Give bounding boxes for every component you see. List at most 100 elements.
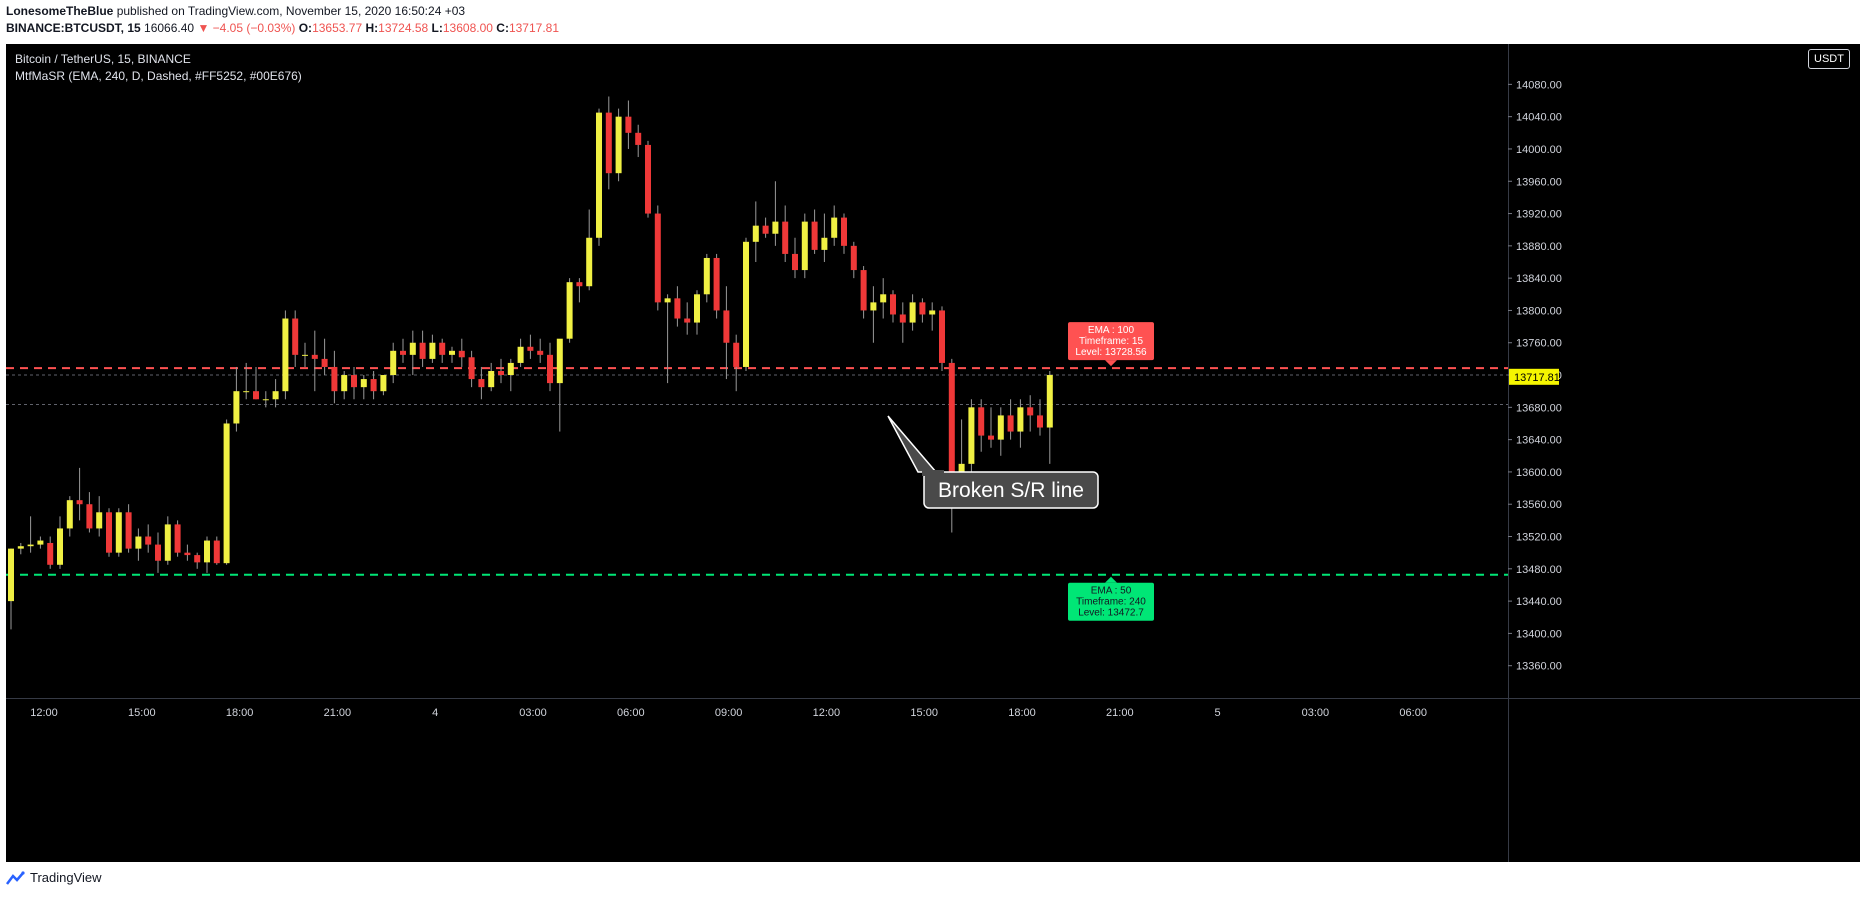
candle-body (380, 375, 387, 392)
candle-body (939, 310, 945, 363)
candle-body (370, 379, 377, 392)
candle-body (654, 213, 661, 303)
price-tick-label: 13960.00 (1516, 176, 1562, 188)
publish-info: LonesomeTheBlue published on TradingView… (6, 4, 465, 18)
chart-pane[interactable]: 13360.00 13400.00 13440.00 13480.00 13520.00… (6, 44, 1860, 862)
time-tick-label: 21:00 (324, 707, 352, 719)
candle-body (155, 544, 161, 561)
candle-body (449, 350, 455, 355)
ema-label-text: Timeframe: 15 (1079, 336, 1144, 347)
callout-box (923, 471, 1099, 509)
time-tick-label: 21:00 (1106, 707, 1134, 719)
candle-body (488, 371, 495, 388)
ohlc-line: BINANCE:BTCUSDT, 15 16066.40 ▼ −4.05 (−0… (6, 21, 559, 35)
callout-join (922, 470, 944, 476)
indicator-legend[interactable]: MtfMaSR (EMA, 240, D, Dashed, #FF5252, #… (15, 69, 302, 83)
candlestick-chart[interactable]: 13360.00 13400.00 13440.00 13480.00 13520.00… (6, 44, 1860, 862)
candle-body (811, 221, 818, 250)
candle-body (645, 144, 651, 214)
price-tick-label: 13600.00 (1516, 467, 1562, 479)
author-name[interactable]: LonesomeTheBlue (6, 4, 114, 18)
candle-body (57, 528, 63, 565)
candle-body (478, 379, 485, 388)
ema-label-text: EMA : 50 (1091, 586, 1132, 597)
close-label: C: (496, 21, 509, 35)
candle-body (850, 245, 857, 271)
time-tick-label: 06:00 (1399, 707, 1427, 719)
ema-label-text: Timeframe: 240 (1076, 597, 1146, 608)
candle-body (547, 354, 553, 384)
price-tick-label: 14080.00 (1516, 79, 1562, 91)
candle-body (537, 350, 544, 355)
candle-body (635, 132, 642, 145)
candle-body (782, 221, 789, 254)
time-tick-label: 12:00 (30, 707, 58, 719)
candle-body (204, 540, 210, 563)
candle-body (733, 342, 740, 367)
candle-body (831, 217, 838, 238)
candle-body (997, 415, 1004, 440)
candle-body (694, 294, 700, 323)
candle-body (8, 548, 14, 602)
candle-body (194, 555, 201, 563)
candle-body (213, 540, 220, 564)
last-price-badge (1509, 368, 1559, 385)
candle-body (1037, 415, 1043, 428)
ema-label-pointer (1105, 360, 1117, 367)
candle-body (860, 270, 867, 311)
candle-body (792, 253, 798, 271)
time-tick-label: 18:00 (226, 707, 254, 719)
price-tick-label: 14000.00 (1516, 144, 1562, 156)
candle-body (272, 391, 279, 400)
candle-body (223, 423, 230, 564)
candle-body (919, 302, 926, 315)
candle-body (351, 375, 357, 388)
candle-body (27, 544, 34, 547)
candle-body (978, 407, 985, 436)
time-tick-label: 12:00 (813, 707, 841, 719)
publish-text: published on TradingView.com, November 1… (116, 4, 466, 18)
candle-body (664, 298, 671, 303)
symbol-label: BINANCE:BTCUSDT, 15 (6, 21, 141, 35)
price-tick-label: 13480.00 (1516, 564, 1562, 576)
ema-label-text: EMA : 100 (1088, 325, 1135, 336)
candle-body (164, 524, 171, 561)
candle-body (17, 546, 24, 549)
time-tick-label: 03:00 (519, 707, 547, 719)
candle-body (360, 379, 367, 388)
price-tick-label: 13880.00 (1516, 241, 1562, 253)
candle-body (302, 354, 308, 356)
currency-button[interactable]: USDT (1808, 49, 1850, 69)
candle-body (674, 298, 681, 319)
time-tick-label: 06:00 (617, 707, 645, 719)
candle-body (566, 282, 573, 339)
time-tick-label: 09:00 (715, 707, 743, 719)
candle-body (625, 116, 632, 133)
candle-body (801, 221, 808, 271)
candle-body (507, 362, 514, 376)
candle-body (958, 463, 965, 472)
low-value: 13608.00 (442, 21, 493, 35)
candle-body (762, 225, 769, 234)
price-tick-label: 14040.00 (1516, 112, 1562, 124)
candle-body (233, 391, 240, 424)
candle-body (605, 112, 612, 174)
price-tick-label: 13840.00 (1516, 273, 1562, 285)
time-tick-label: 5 (1215, 707, 1221, 719)
footer-brand-text[interactable]: TradingView (30, 870, 102, 885)
candle-body (615, 116, 622, 174)
close-value: 13717.81 (508, 21, 560, 35)
ema-label-box (1068, 582, 1154, 621)
ema-label-text: Level: 13472.7 (1078, 608, 1144, 619)
candle-body (988, 435, 994, 440)
candle-body (174, 524, 181, 553)
callout-pointer (887, 415, 938, 473)
price-tick-label: 13400.00 (1516, 628, 1562, 640)
candle-body (948, 362, 955, 472)
open-value: 13653.77 (312, 21, 363, 35)
price-tick-label: 13640.00 (1516, 435, 1562, 447)
candle-body (1017, 407, 1024, 432)
time-tick-label: 15:00 (910, 707, 938, 719)
candle-body (145, 536, 152, 545)
candle-body (586, 237, 593, 287)
